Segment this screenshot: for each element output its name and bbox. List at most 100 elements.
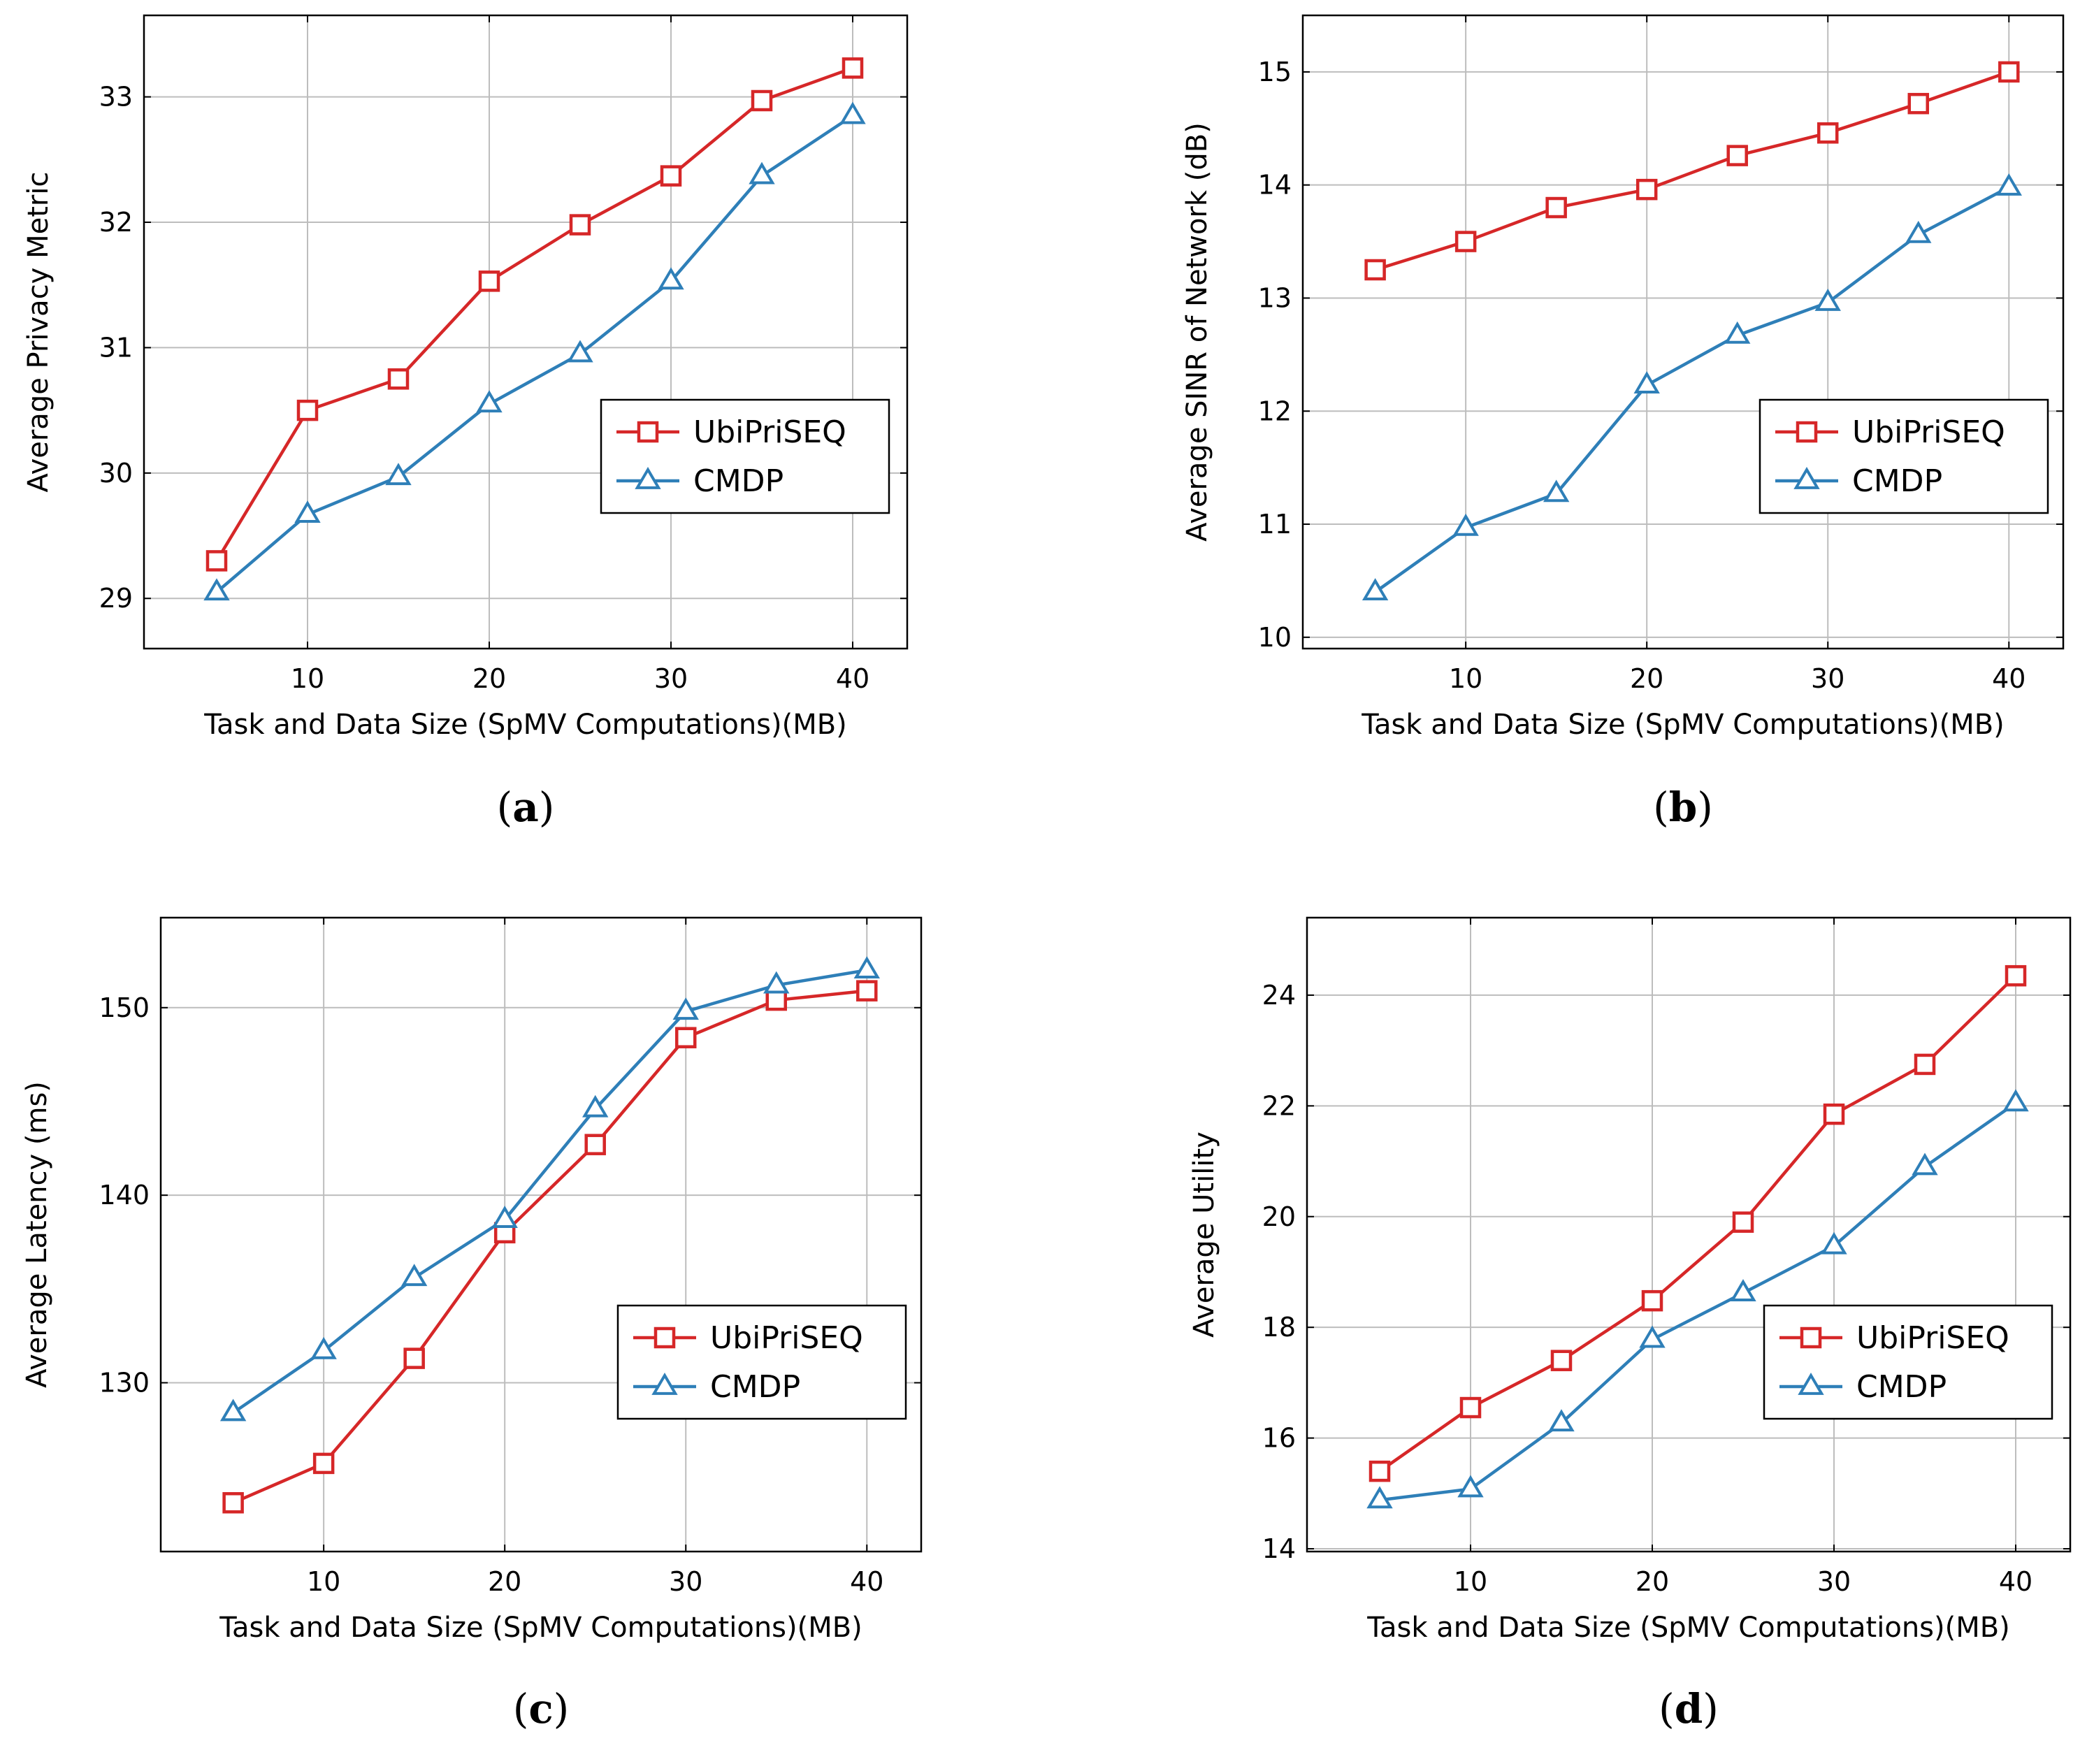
data-point-ubipriseq [842,57,864,79]
x-tick-label: 10 [291,663,324,694]
x-tick-label: 20 [472,663,506,694]
legend-box [1763,1304,2053,1420]
legend-box [616,1304,907,1420]
legend: UbiPriSEQ CMDP [1763,1304,2053,1420]
legend-box [1759,398,2049,514]
data-point-cmdp [491,1206,518,1228]
data-point-ubipriseq [205,550,228,572]
data-point-cmdp [582,1094,609,1118]
legend-marker-ubipriseq [637,421,659,443]
data-point-cmdp [219,1398,247,1422]
data-point-ubipriseq [765,989,788,1011]
y-tick-label: 14 [1262,1533,1296,1564]
y-tick-label: 24 [1262,980,1296,1011]
caption-paren-close: ) [1697,783,1713,831]
data-point-cmdp [567,340,593,363]
y-tick-label: 10 [1258,622,1292,653]
legend-marker-ubipriseq [1800,1326,1822,1349]
x-axis-label: Task and Data Size (SpMV Computations)(M… [219,1612,862,1644]
subfigure-caption: (a) [497,783,555,831]
series-line-cmdp [232,968,867,1415]
y-tick-label: 16 [1262,1423,1296,1454]
y-tick-label: 150 [99,992,150,1023]
data-point-ubipriseq [1454,231,1477,252]
x-tick-label: 40 [1992,663,2025,694]
data-point-ubipriseq [312,1452,335,1475]
plot-frame [159,916,923,1553]
data-point-cmdp [400,1264,428,1287]
x-tick-label: 20 [1630,663,1663,694]
y-axis-label: Average SINR of Network (dB) [1181,122,1213,542]
chart-b: 10 20 30 40 10 11 12 13 14 15 Task and Data Size (… [1181,14,2065,831]
data-point-cmdp [1995,173,2022,196]
y-tick-label: 14 [1258,170,1292,201]
data-point-cmdp [1639,1325,1666,1348]
data-point-cmdp [749,161,775,185]
data-point-ubipriseq [1459,1396,1482,1419]
y-tick-label: 15 [1258,57,1292,87]
y-tick-label: 30 [99,458,133,489]
data-point-cmdp [476,390,503,413]
legend: UbiPriSEQ CMDP [600,398,890,514]
data-point-cmdp [2002,1089,2029,1112]
series-line-cmdp [1374,185,2010,593]
y-tick-label: 29 [99,583,133,614]
data-point-ubipriseq [403,1347,425,1369]
data-point-ubipriseq [222,1491,244,1514]
y-tick-label: 140 [99,1180,150,1210]
data-point-ubipriseq [1823,1103,1845,1125]
data-point-cmdp [1362,578,1389,601]
legend-marker-cmdp [635,467,661,489]
x-tick-label: 20 [1635,1566,1669,1597]
y-tick-label: 18 [1262,1312,1296,1343]
series-line-ubipriseq [232,989,867,1505]
legend-marker-cmdp [1798,1373,1824,1395]
x-tick-label: 30 [669,1566,702,1597]
x-axis-label: Task and Data Size (SpMV Computations)(M… [203,709,847,741]
legend-marker-ubipriseq [653,1326,676,1349]
data-point-ubipriseq [1641,1289,1663,1312]
data-point-cmdp [1814,288,1841,311]
subfigure-caption: (b) [1653,783,1713,831]
chart-c: 10 20 30 40 130 140 150 Task and Data Size (SpM… [21,916,923,1733]
x-tick-label: 20 [488,1566,521,1597]
data-point-cmdp [385,463,412,486]
data-point-ubipriseq [1550,1350,1573,1371]
data-point-ubipriseq [1732,1211,1754,1233]
y-axis-label: Average Latency (ms) [21,1081,53,1388]
caption-paren-open: ( [497,783,513,831]
caption-paren-open: ( [513,1685,529,1733]
data-point-ubipriseq [584,1134,606,1155]
x-tick-label: 40 [850,1566,883,1597]
data-point-ubipriseq [1907,92,1930,115]
data-point-cmdp [853,956,880,979]
x-axis-label: Task and Data Size (SpMV Computations)(M… [1366,1612,2010,1644]
x-tick-label: 10 [1449,663,1482,694]
data-point-cmdp [1457,1475,1484,1498]
y-tick-label: 130 [99,1367,150,1398]
data-point-cmdp [1366,1486,1393,1509]
data-point-cmdp [672,997,699,1020]
series-line-cmdp [215,114,854,593]
y-tick-label: 32 [99,207,133,238]
data-point-ubipriseq [1726,145,1748,166]
caption-paren-close: ) [1703,1685,1719,1733]
data-point-ubipriseq [1369,1460,1391,1482]
chart-a: 10 20 30 40 29 30 31 32 33 Task and Data Size (Sp… [22,14,909,831]
data-point-cmdp [1821,1231,1847,1255]
x-axis-label: Task and Data Size (SpMV Computations)(M… [1361,709,2005,741]
legend-marker-ubipriseq [1796,421,1818,443]
data-point-cmdp [1905,220,1932,243]
caption-paren-open: ( [1653,783,1669,831]
plot-frame [1306,916,2072,1553]
y-tick-label: 22 [1262,1090,1296,1121]
subfigure-caption: (c) [513,1685,570,1733]
plot-frame [143,14,909,650]
series-line-ubipriseq [1378,974,2017,1473]
data-point-ubipriseq [856,980,878,1002]
data-point-ubipriseq [569,214,591,236]
data-point-cmdp [1633,371,1660,393]
legend: UbiPriSEQ CMDP [616,1304,907,1420]
data-point-ubipriseq [1914,1053,1936,1076]
y-tick-label: 11 [1258,509,1292,540]
